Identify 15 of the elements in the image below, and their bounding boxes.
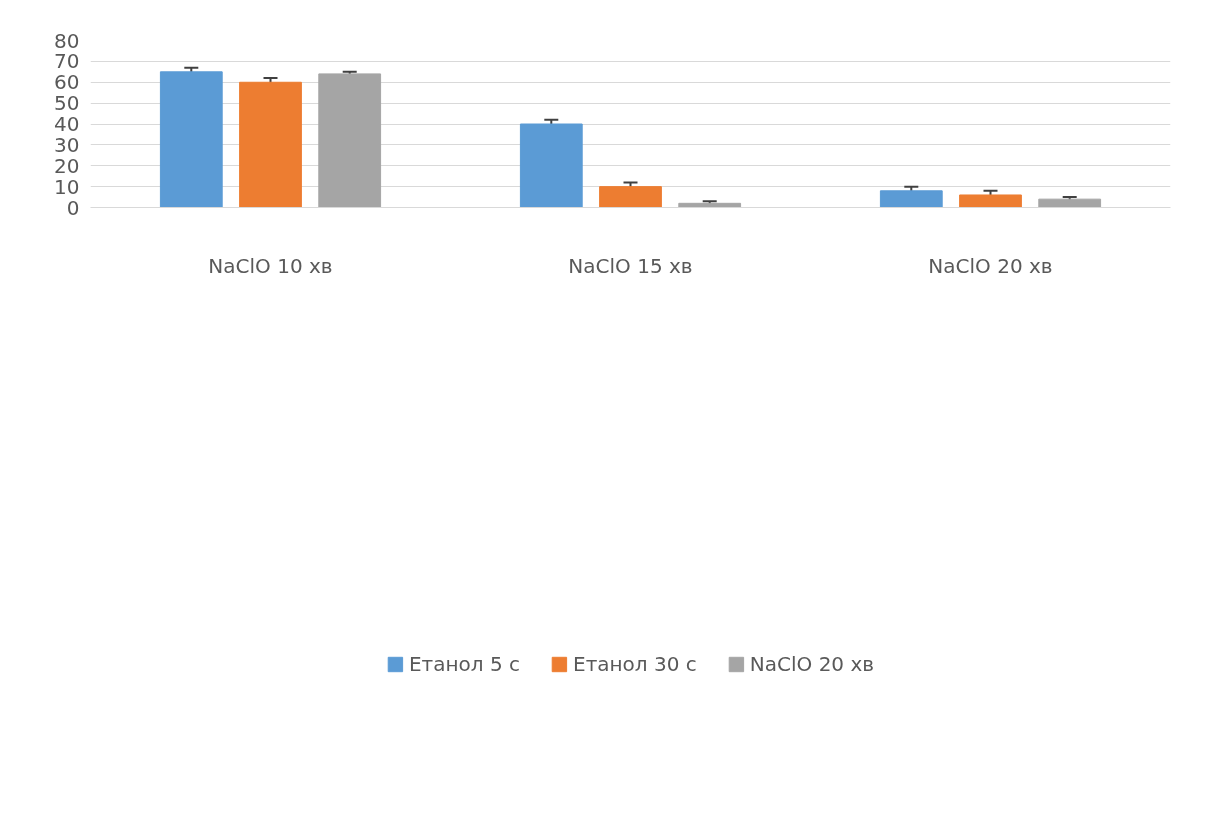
legend-label: Етанол 30 с <box>572 652 697 676</box>
x-tick-label: NaClO 10 хв <box>208 253 333 278</box>
bar <box>879 190 943 208</box>
bar <box>239 81 302 208</box>
bar <box>959 194 1022 208</box>
legend-label: Етанол 5 с <box>408 652 520 676</box>
legend-label: NaClO 20 хв <box>749 652 875 676</box>
x-tick-label: NaClO 20 хв <box>928 253 1053 278</box>
x-tick-label: NaClO 15 хв <box>568 253 693 278</box>
bar <box>599 186 662 208</box>
bar <box>318 73 382 208</box>
bar <box>1038 198 1102 208</box>
bar <box>159 71 223 208</box>
bar <box>678 202 742 208</box>
bar <box>519 123 583 208</box>
